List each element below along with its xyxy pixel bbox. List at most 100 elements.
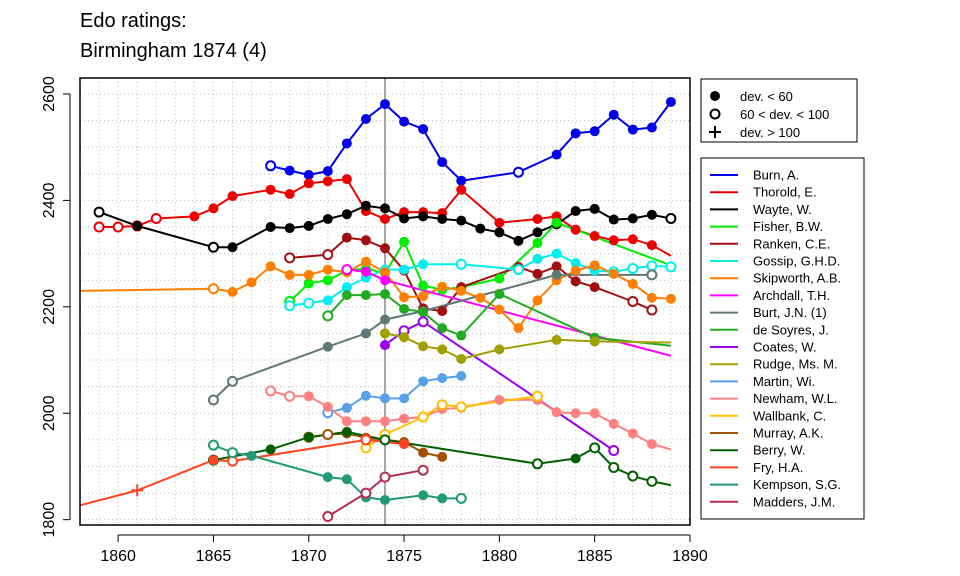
point-de-soyres-j [341,290,352,301]
point-gossip-g-h-d [341,282,352,293]
point-newham-w-l [570,408,581,419]
point-wayte-w [227,242,238,253]
point-madders-j-m [417,464,429,476]
point-skipworth-a-b [532,295,543,306]
point-kempson-s-g [227,447,238,459]
point-rudge-ms-m [418,341,429,352]
point-wayte-w [608,214,619,225]
point-ranken-c-e [380,243,390,254]
point-de-soyres-j [322,310,334,322]
point-wayte-w [532,227,543,238]
point-wayte-w [360,200,371,211]
point-thorold-e [341,174,352,185]
point-murray-a-k [418,447,429,458]
point-thorold-e [380,214,390,225]
legend-label-burn-a: Burn, A. [753,168,799,183]
point-thorold-e [456,184,467,195]
point-gossip-g-h-d [418,259,429,270]
point-wallbank-c [417,411,429,423]
point-rudge-ms-m [494,344,505,355]
point-archdall-t-h [380,275,390,286]
point-skipworth-a-b [322,264,333,275]
series-line-de-soyres-j [327,293,672,347]
point-martin-wi [456,371,467,381]
point-fisher-b-w [418,280,429,291]
point-berry-w [627,470,639,482]
point-madders-j-m [379,471,391,483]
point-newham-w-l [265,385,277,397]
legend-label-fisher-b-w: Fisher, B.W. [753,219,823,234]
point-newham-w-l [341,416,352,427]
point-berry-w [303,432,314,443]
marker-legend-label: dev. > 100 [740,125,800,140]
point-newham-w-l [589,408,600,419]
legend-label-coates-w: Coates, W. [753,340,817,355]
point-thorold-e [208,203,219,214]
marker-legend-box [700,78,858,143]
point-burn-a [284,165,295,176]
point-gossip-g-h-d [551,248,562,259]
point-fry-h-a [399,439,410,450]
point-wayte-w [513,235,524,246]
point-skipworth-a-b [570,265,581,276]
x-tick-label: 1890 [672,548,708,565]
point-berry-w [341,426,352,437]
legend-label-wallbank-c: Wallbank, C. [753,408,826,423]
y-tick-label: 2000 [41,395,58,431]
marker-legend-filled-icon [710,91,720,101]
point-skipworth-a-b [513,323,524,334]
point-burn-a [399,116,410,127]
point-ranken-c-e [341,232,352,243]
point-ranken-c-e [589,282,600,293]
point-burn-a [627,124,638,135]
point-wayte-w [589,203,600,214]
series-line-kempson-s-g [213,444,462,501]
point-wayte-w [475,223,486,234]
point-burt-j-n-1 [646,269,658,281]
point-martin-wi [341,402,352,413]
point-fisher-b-w [303,278,314,289]
point-wayte-w [418,211,429,222]
point-wallbank-c [436,399,448,411]
point-kempson-s-g [207,439,219,451]
point-madders-j-m [360,487,372,499]
point-fry-h-a [360,434,372,446]
point-murray-a-k [322,429,334,441]
point-gossip-g-h-d [665,261,677,273]
point-thorold-e [322,176,333,187]
point-wayte-w [494,227,505,238]
x-tick-label: 1860 [100,548,136,565]
y-tick-label: 2200 [41,289,58,325]
point-wayte-w [207,241,219,253]
point-newham-w-l [551,407,562,418]
point-burn-a [456,175,467,186]
point-burn-a [589,126,600,137]
point-skipworth-a-b [360,256,371,267]
point-archdall-t-h [360,266,371,277]
legend-label-archdall-t-h: Archdall, T.H. [753,288,830,303]
point-burt-j-n-1 [551,269,562,280]
point-skipworth-a-b [475,292,486,303]
legend-label-martin-wi: Martin, Wi. [753,374,815,389]
point-skipworth-a-b [303,269,314,280]
series-line-coates-w [384,320,615,452]
point-wayte-w [627,213,638,224]
point-thorold-e [494,217,505,228]
point-martin-wi [399,393,410,404]
point-rudge-ms-m [380,328,390,339]
point-ranken-c-e [284,252,296,264]
point-newham-w-l [380,416,390,427]
point-burn-a [512,166,524,178]
point-wayte-w [265,222,276,232]
series-lines [79,101,672,518]
point-newham-w-l [399,413,410,424]
series-markers [93,96,677,522]
point-thorold-e [646,240,657,251]
point-gossip-g-h-d [399,264,410,275]
point-gossip-g-h-d [512,264,524,276]
point-de-soyres-j [456,330,467,341]
point-skipworth-a-b [284,269,295,280]
point-wayte-w [341,209,352,220]
point-kempson-s-g [455,492,467,504]
point-coates-w [380,340,390,351]
